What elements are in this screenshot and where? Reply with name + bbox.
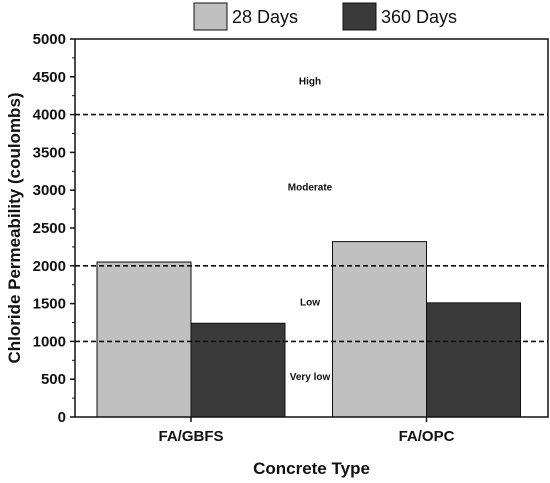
bars <box>96 241 521 418</box>
y-axis-title: Chloride Permeability (coulombs) <box>5 92 24 363</box>
bar-360-days-fa-opc <box>426 302 521 418</box>
x-tick-label-1: FA/OPC <box>399 428 455 445</box>
y-tick-label-1: 500 <box>41 371 66 388</box>
legend-label-360-days: 360 Days <box>381 7 457 27</box>
bar-28-days-fa-gbfs <box>96 261 192 418</box>
reference-lines <box>75 113 548 343</box>
y-tick-label-0: 0 <box>58 409 66 426</box>
zone-labels: High Moderate Low Very low <box>288 77 333 384</box>
zone-label-3: Very low <box>290 372 331 383</box>
bar-360-days-fa-gbfs <box>190 322 286 418</box>
legend-swatch-360-days <box>342 2 377 31</box>
zone-label-2: Low <box>300 297 320 308</box>
legend-swatch-28-days <box>193 2 228 31</box>
x-tick-label-0: FA/GBFS <box>158 428 223 445</box>
bar-28-days-fa-opc <box>332 241 427 418</box>
y-tick-label-8: 4000 <box>33 107 66 124</box>
x-axis: FA/GBFS FA/OPC <box>158 417 455 445</box>
y-axis: 0 500 1000 1500 2000 2500 3000 3500 4000 4500 5000 <box>33 31 75 426</box>
y-tick-label-7: 3500 <box>33 144 66 161</box>
y-tick-label-6: 3000 <box>33 182 66 199</box>
legend-label-28-days: 28 Days <box>232 7 298 27</box>
y-tick-label-5: 2500 <box>33 220 66 237</box>
legend: 28 Days 360 Days <box>193 2 457 31</box>
y-tick-label-9: 4500 <box>33 69 66 86</box>
x-axis-title: Concrete Type <box>253 459 370 478</box>
zone-label-0: High <box>299 77 321 88</box>
y-tick-label-3: 1500 <box>33 296 66 313</box>
y-tick-label-4: 2000 <box>33 258 66 275</box>
y-tick-label-2: 1000 <box>33 333 66 350</box>
zone-label-1: Moderate <box>288 182 333 193</box>
y-tick-label-10: 5000 <box>33 31 66 48</box>
